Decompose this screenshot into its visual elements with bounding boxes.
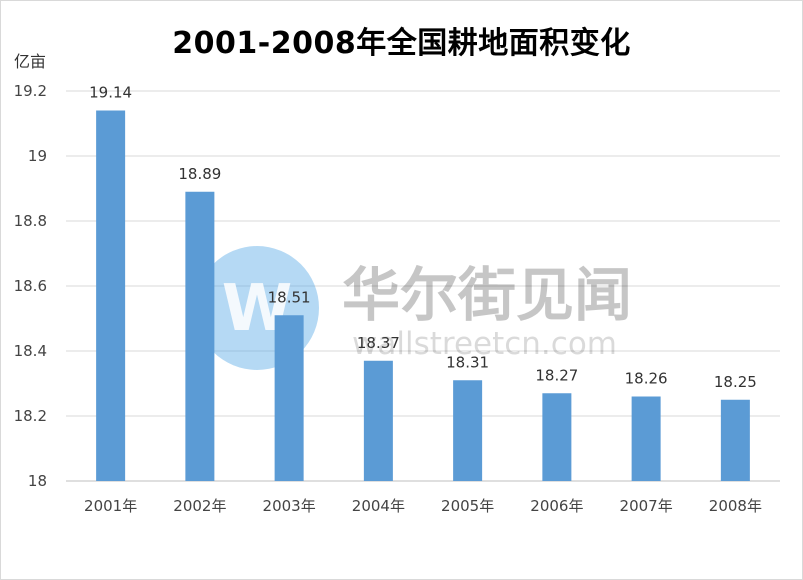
bar xyxy=(720,399,750,481)
bar xyxy=(631,396,661,481)
y-tick-label: 18.6 xyxy=(14,277,47,295)
x-tick-label: 2004年 xyxy=(352,497,405,515)
data-label: 18.26 xyxy=(625,370,668,388)
x-tick-label: 2006年 xyxy=(530,497,583,515)
data-label: 18.37 xyxy=(357,334,400,352)
bar xyxy=(363,360,393,481)
x-tick-label: 2005年 xyxy=(441,497,494,515)
x-axis-labels: 2001年 2002年 2003年 2004年 2005年 2006年 2007年 2008年 xyxy=(84,497,762,515)
y-axis-unit-label: 亿亩 xyxy=(14,52,47,71)
x-tick-label: 2001年 xyxy=(84,497,137,515)
x-tick-label: 2008年 xyxy=(709,497,762,515)
data-label: 18.31 xyxy=(446,353,489,371)
bar xyxy=(185,191,215,481)
data-label: 18.89 xyxy=(178,165,221,183)
x-tick-label: 2003年 xyxy=(263,497,316,515)
bars xyxy=(96,110,750,481)
watermark-brand: 华尔街见闻 xyxy=(342,261,632,329)
data-labels: 19.14 18.89 18.51 18.37 18.31 18.27 18.26 18.25 xyxy=(89,84,757,391)
x-tick-label: 2007年 xyxy=(620,497,673,515)
data-label: 19.14 xyxy=(89,84,132,102)
bar xyxy=(274,315,304,481)
chart-title: 2001-2008年全国耕地面积变化 xyxy=(172,26,631,61)
y-tick-label: 18.8 xyxy=(14,212,47,230)
data-label: 18.25 xyxy=(714,373,757,391)
y-tick-label: 18 xyxy=(28,472,47,490)
y-axis-ticks: 18 18.2 18.4 18.6 18.8 19 19.2 xyxy=(14,82,47,490)
x-tick-label: 2002年 xyxy=(173,497,226,515)
bar xyxy=(96,110,126,481)
watermark: W 华尔街见闻 wallstreetcn.com xyxy=(195,246,632,370)
data-label: 18.51 xyxy=(268,288,311,306)
y-tick-label: 19.2 xyxy=(14,82,47,100)
bar xyxy=(542,393,572,481)
y-tick-label: 18.2 xyxy=(14,407,47,425)
y-tick-label: 18.4 xyxy=(14,342,47,360)
bar xyxy=(453,380,483,481)
watermark-url: wallstreetcn.com xyxy=(352,326,617,362)
gridlines xyxy=(66,90,780,482)
y-tick-label: 19 xyxy=(28,147,47,165)
data-label: 18.27 xyxy=(535,366,578,384)
